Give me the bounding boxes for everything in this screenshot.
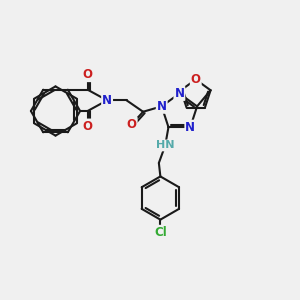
Text: Cl: Cl: [154, 226, 167, 239]
Text: O: O: [127, 118, 137, 131]
Text: N: N: [102, 94, 112, 107]
Text: N: N: [185, 121, 195, 134]
Text: N: N: [174, 87, 184, 100]
Text: O: O: [82, 119, 93, 133]
Text: O: O: [191, 73, 201, 86]
Text: O: O: [82, 68, 93, 81]
Text: N: N: [157, 100, 167, 113]
Text: HN: HN: [156, 140, 175, 151]
